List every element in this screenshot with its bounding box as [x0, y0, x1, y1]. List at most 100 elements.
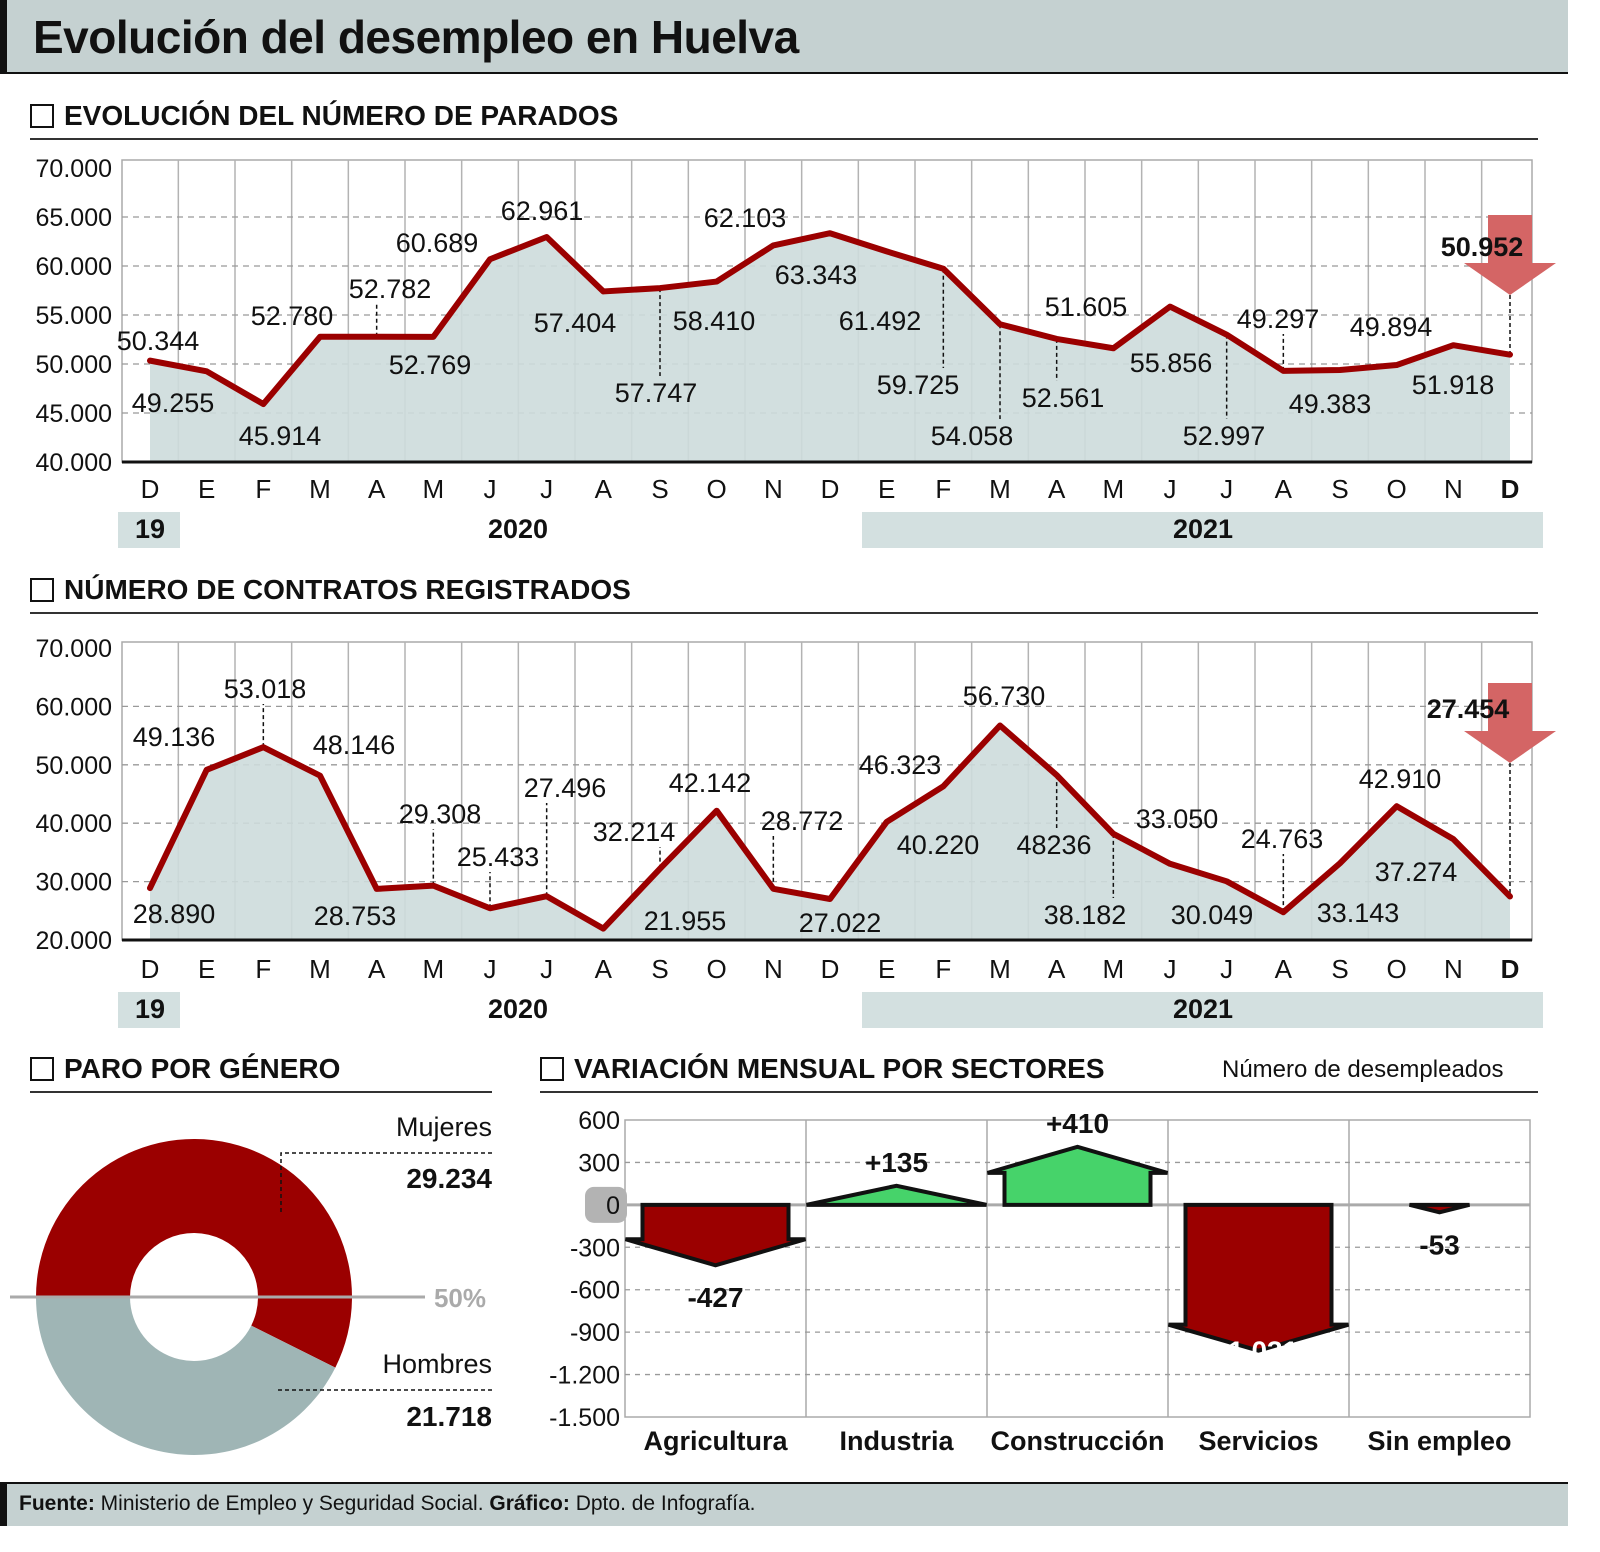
data-label: 52.997	[1183, 421, 1266, 451]
y-tick-label: -1.500	[549, 1404, 620, 1432]
category-label: Agricultura	[643, 1426, 788, 1456]
data-label: 49.255	[132, 388, 215, 418]
data-label: 49.383	[1289, 389, 1372, 419]
year-label: 2020	[488, 514, 548, 544]
bar-value-label: -427	[687, 1282, 743, 1313]
bar-arrow-up	[806, 1183, 987, 1207]
square-icon	[30, 578, 54, 602]
x-tick-label-month: M	[989, 954, 1011, 984]
header: Evolución del desempleo en Huelva	[0, 0, 1568, 74]
x-tick-label-month: O	[1387, 954, 1407, 984]
x-tick-label-month: N	[764, 954, 783, 984]
data-label: 55.856	[1130, 348, 1213, 378]
x-tick-label-month: J	[1220, 474, 1233, 504]
x-tick-label-month: J	[1164, 954, 1177, 984]
mujeres-leader-line	[280, 1152, 492, 1212]
y-tick-label: 30.000	[36, 869, 112, 897]
data-label: 49.894	[1350, 312, 1433, 342]
square-icon	[30, 1057, 54, 1081]
x-tick-label-month: D	[1501, 474, 1520, 504]
bar-arrow-down	[624, 1202, 807, 1268]
x-tick-label-month: O	[1387, 474, 1407, 504]
section-title-genero: PARO POR GÉNERO	[30, 1053, 492, 1093]
data-label: 52.782	[349, 274, 432, 304]
area-fill	[150, 725, 1510, 940]
x-tick-label-month: E	[198, 474, 215, 504]
data-label: 29.308	[399, 799, 482, 829]
section-title-text: NÚMERO DE CONTRATOS REGISTRADOS	[64, 574, 631, 605]
data-label: 52.561	[1022, 383, 1105, 413]
x-tick-label-month: A	[368, 954, 386, 984]
bar-value-label: +135	[865, 1147, 928, 1178]
year-band-2019	[118, 512, 180, 548]
bar-arrow-down	[1409, 1202, 1470, 1215]
section-title-sectores: VARIACIÓN MENSUAL POR SECTORES	[540, 1053, 1538, 1093]
data-label: 46.323	[859, 750, 942, 780]
x-tick-label-month: M	[309, 474, 331, 504]
data-label: 27.496	[524, 773, 607, 803]
data-label: 38.182	[1044, 900, 1127, 930]
x-tick-label-month: J	[484, 954, 497, 984]
y-tick-label: -300	[570, 1234, 620, 1262]
source-label: Fuente:	[19, 1492, 95, 1515]
x-tick-label-month: A	[595, 474, 613, 504]
data-label: 49.136	[133, 722, 216, 752]
pie-slice-mujeres	[36, 1139, 352, 1368]
data-label: 45.914	[239, 421, 322, 451]
zero-badge	[585, 1186, 627, 1223]
year-band-2021	[862, 512, 1543, 548]
x-tick-label-month: A	[595, 954, 613, 984]
year-label: 2021	[1173, 514, 1233, 544]
data-label: 37.274	[1375, 857, 1458, 887]
x-tick-label-month: F	[255, 954, 271, 984]
x-tick-label-month: M	[422, 474, 444, 504]
x-tick-label-month: A	[1048, 954, 1066, 984]
graphic-label: Gráfico:	[489, 1492, 570, 1515]
x-tick-label-month: D	[1501, 954, 1520, 984]
fifty-percent-label: 50%	[434, 1283, 486, 1313]
bar-arrow-up	[986, 1144, 1169, 1207]
y-tick-label: -600	[570, 1277, 620, 1305]
year-band-2019	[118, 992, 180, 1028]
category-label: Sin empleo	[1367, 1426, 1511, 1456]
x-tick-label-month: F	[935, 954, 951, 984]
x-tick-label-month: M	[309, 954, 331, 984]
x-tick-label-month: N	[1444, 954, 1463, 984]
data-label: 48.146	[313, 730, 396, 760]
x-tick-label-month: M	[989, 474, 1011, 504]
page-title: Evolución del desempleo en Huelva	[33, 11, 799, 63]
year-label: 2021	[1173, 994, 1233, 1024]
value-mujeres: 29.234	[406, 1163, 492, 1194]
data-label: 25.433	[457, 842, 540, 872]
x-tick-label-month: S	[1331, 954, 1348, 984]
x-tick-label-month: O	[707, 474, 727, 504]
plot-frame	[624, 1119, 1531, 1418]
data-label-latest: 50.952	[1441, 232, 1524, 262]
data-label: 33.143	[1317, 898, 1400, 928]
data-label: 32.214	[593, 817, 676, 847]
data-label: 51.605	[1045, 292, 1128, 322]
y-tick-label: 40.000	[36, 810, 112, 838]
y-tick-label: 600	[578, 1107, 620, 1135]
data-label: 50.344	[117, 326, 200, 356]
legend-hombres: Hombres	[382, 1349, 492, 1379]
x-tick-label-month: E	[878, 474, 895, 504]
y-tick-label: 65.000	[36, 204, 112, 232]
data-label: 28.890	[133, 899, 216, 929]
data-label: 27.022	[799, 908, 882, 938]
value-hombres: 21.718	[406, 1401, 492, 1432]
x-tick-label-month: J	[1164, 474, 1177, 504]
section-title-text: PARO POR GÉNERO	[64, 1053, 341, 1084]
x-tick-label-month: M	[422, 954, 444, 984]
data-label: 56.730	[963, 681, 1046, 711]
y-tick-label: 70.000	[36, 635, 112, 663]
data-label: 28.753	[314, 901, 397, 931]
data-label: 62.103	[704, 203, 787, 233]
data-label: 21.955	[644, 906, 727, 936]
y-tick-label: 40.000	[36, 449, 112, 477]
year-band-2021	[862, 992, 1543, 1028]
data-label: 63.343	[775, 260, 858, 290]
y-tick-label: 300	[578, 1149, 620, 1177]
data-label: 51.918	[1412, 370, 1495, 400]
x-tick-label-month: N	[1444, 474, 1463, 504]
